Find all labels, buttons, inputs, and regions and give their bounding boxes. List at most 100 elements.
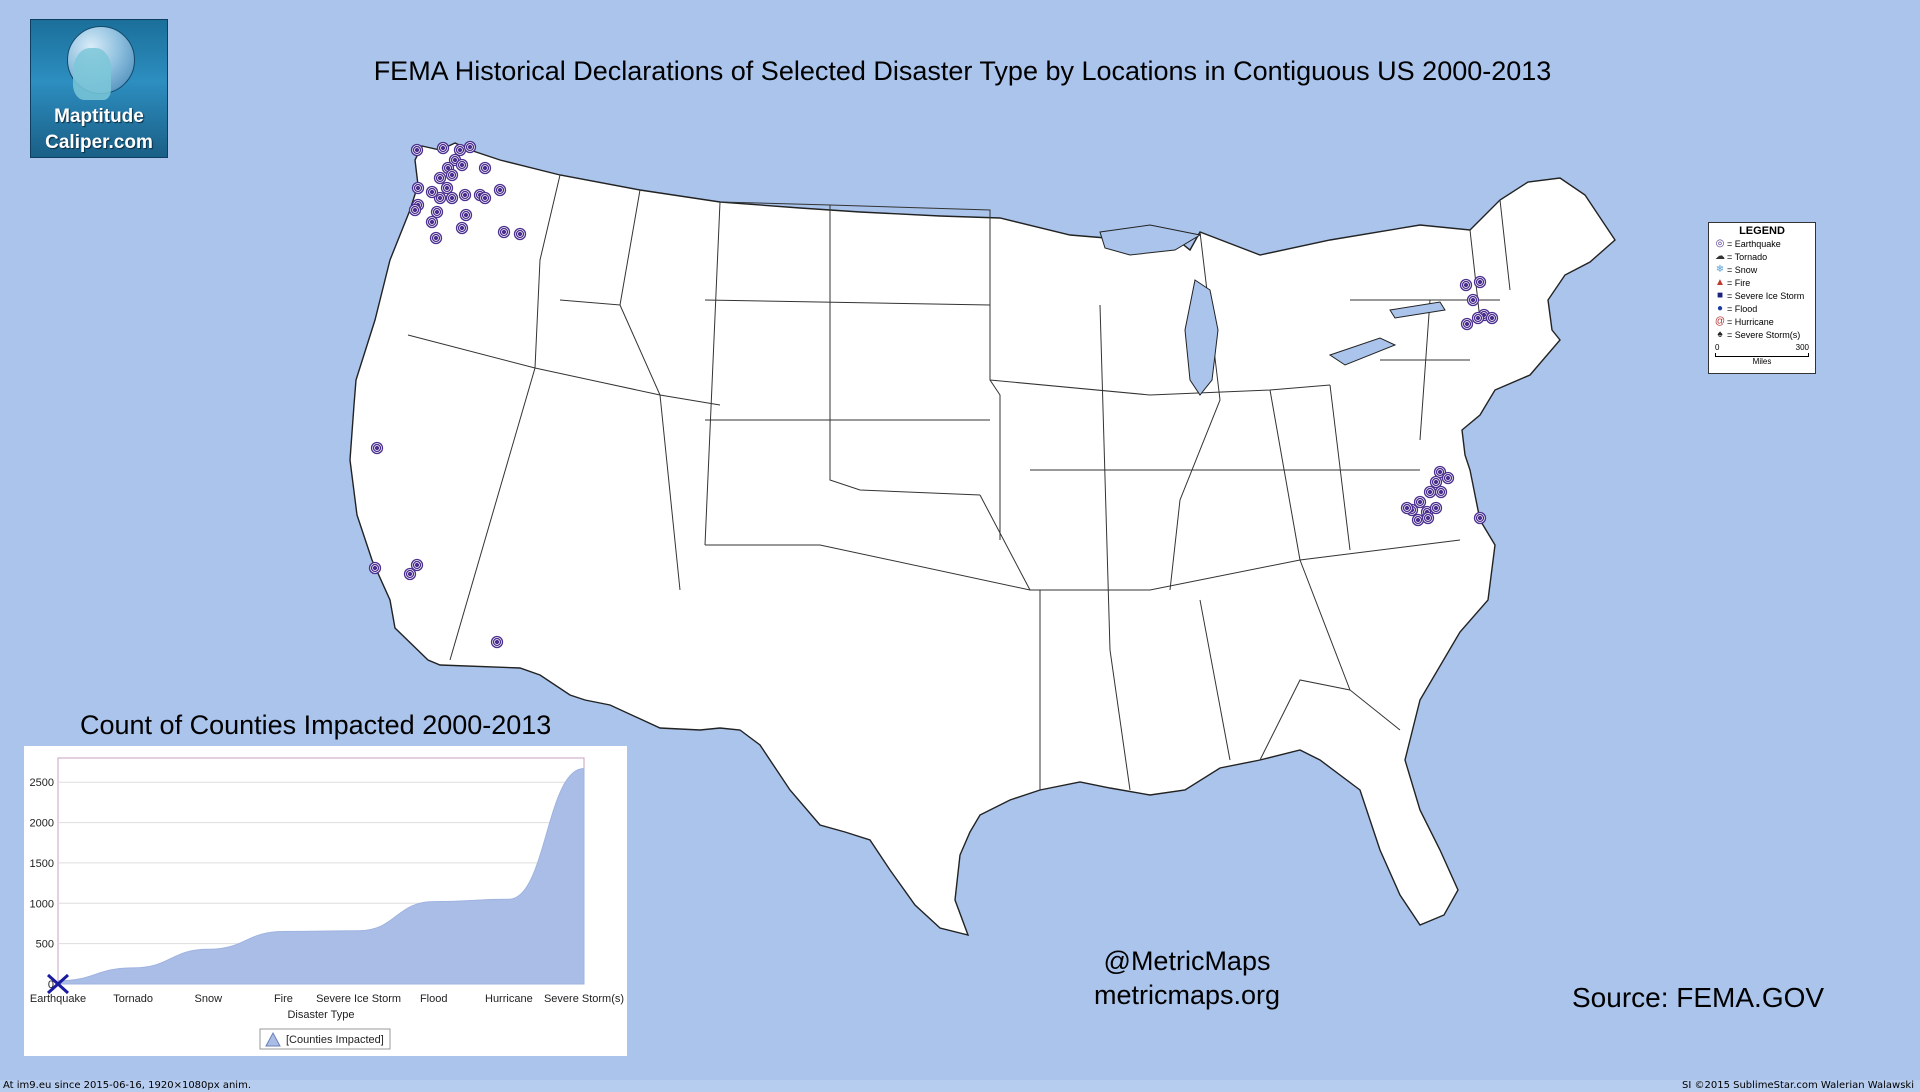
legend-symbol-icon: ■ <box>1716 290 1724 301</box>
earthquake-marker <box>1434 485 1448 499</box>
lake-michigan <box>1184 279 1219 396</box>
selection-x-icon <box>46 973 70 995</box>
scale-line <box>1715 353 1809 357</box>
scale-start: 0 <box>1715 343 1720 352</box>
earthquake-marker <box>408 203 422 217</box>
earthquake-marker <box>513 227 527 241</box>
earthquake-marker <box>445 191 459 205</box>
chart-legend-label: [Counties Impacted] <box>286 1034 384 1046</box>
legend-label: = Severe Storm(s) <box>1727 329 1801 340</box>
legend-symbol-icon: ☁ <box>1715 251 1725 262</box>
legend-items: ◎ = Earthquake ☁ = Tornado ❄ = Snow ▲ = Fire ■ = … <box>1709 237 1815 341</box>
earthquake-marker <box>1413 495 1427 509</box>
head-silhouette-icon <box>73 48 111 100</box>
legend-label: = Earthquake <box>1727 238 1781 249</box>
earthquake-marker <box>478 191 492 205</box>
earthquake-marker <box>1473 511 1487 525</box>
earthquake-marker <box>445 168 459 182</box>
maptitude-logo: Maptitude Caliper.com <box>30 19 168 158</box>
legend-label: = Flood <box>1727 303 1758 314</box>
area-series <box>57 767 585 985</box>
earthquake-marker <box>1460 317 1474 331</box>
legend-label: = Tornado <box>1727 251 1768 262</box>
earthquake-marker <box>1400 501 1414 515</box>
earthquake-marker <box>463 140 477 154</box>
legend-item: ♠ = Severe Storm(s) <box>1709 328 1815 341</box>
chart-panel: 0 500 1000 1500 2000 2500 Earthquake Tornado Sno… <box>24 746 627 1056</box>
earthquake-marker <box>459 208 473 222</box>
earthquake-marker <box>1433 465 1447 479</box>
y-tick-label: 2500 <box>30 777 54 789</box>
earthquake-marker <box>1421 511 1435 525</box>
earthquake-marker <box>1466 293 1480 307</box>
earthquake-marker <box>493 183 507 197</box>
legend-symbol-icon: ❄ <box>1715 264 1725 275</box>
legend-symbol-icon: ▲ <box>1715 277 1725 288</box>
legend-symbol-icon: @ <box>1714 316 1726 327</box>
legend-label: = Hurricane <box>1727 316 1774 327</box>
chart-title: Count of Counties Impacted 2000-2013 <box>80 710 552 740</box>
earthquake-marker <box>1441 471 1455 485</box>
earthquake-marker <box>433 171 447 185</box>
x-tick-label: Earthquake <box>30 993 86 1005</box>
earthquake-marker <box>1471 311 1485 325</box>
earthquake-marker <box>411 181 425 195</box>
earthquake-marker <box>455 221 469 235</box>
source-credit: Source: FEMA.GOV <box>1572 982 1825 1013</box>
website-url: metricmaps.org <box>1093 980 1281 1010</box>
earthquake-marker <box>453 143 467 157</box>
legend-label: = Severe Ice Storm <box>1727 290 1805 301</box>
earthquake-marker <box>425 215 439 229</box>
chart-legend-swatch <box>265 1031 281 1047</box>
legend-label: = Snow <box>1727 264 1758 275</box>
earthquake-marker <box>1473 275 1487 289</box>
y-tick-label: 1500 <box>30 858 54 870</box>
x-tick-label: Severe Storm(s) <box>544 993 624 1005</box>
x-tick-label: Tornado <box>113 993 153 1005</box>
y-tick-label: 2000 <box>30 818 54 830</box>
lake-erie <box>1328 337 1397 366</box>
footer-left: At im9.eu since 2015-06-16, 1920×1080px … <box>3 1080 252 1091</box>
earthquake-marker <box>410 558 424 572</box>
legend-symbol-icon: ● <box>1716 303 1724 314</box>
y-tick-label: 500 <box>36 939 54 951</box>
map-legend: LEGEND ◎ = Earthquake ☁ = Tornado ❄ = Snow ▲ = … <box>1708 222 1816 374</box>
lake-ontario <box>1389 301 1446 319</box>
x-axis-label: Disaster Type <box>287 1009 354 1021</box>
map-title: FEMA Historical Declarations of Selected… <box>373 56 1552 86</box>
earthquake-marker <box>433 191 447 205</box>
earthquake-marker <box>436 141 450 155</box>
earthquake-marker <box>429 231 443 245</box>
lake-superior <box>1099 224 1202 256</box>
legend-item: @ = Hurricane <box>1709 315 1815 328</box>
earthquake-marker <box>425 185 439 199</box>
y-tick-label: 0 <box>48 979 54 991</box>
legend-item: ◎ = Earthquake <box>1709 237 1815 250</box>
logo-line2: Caliper.com <box>45 132 153 153</box>
earthquake-marker <box>368 561 382 575</box>
y-tick-label: 1000 <box>30 898 54 910</box>
scale-end: 300 <box>1795 343 1809 352</box>
earthquake-marker <box>430 205 444 219</box>
earthquake-markers <box>368 140 1499 649</box>
legend-item: ■ = Severe Ice Storm <box>1709 289 1815 302</box>
earthquake-marker <box>1411 513 1425 527</box>
state-borders <box>407 174 1511 791</box>
scale-bar: 0 300 Miles <box>1715 343 1809 366</box>
earthquake-marker <box>370 441 384 455</box>
earthquake-marker <box>410 143 424 157</box>
earthquake-marker <box>478 161 492 175</box>
legend-item: ☁ = Tornado <box>1709 250 1815 263</box>
legend-symbol-icon: ♠ <box>1717 329 1723 340</box>
earthquake-marker <box>458 188 472 202</box>
x-tick-label: Snow <box>195 993 223 1005</box>
legend-item: ▲ = Fire <box>1709 276 1815 289</box>
earthquake-marker <box>1459 278 1473 292</box>
logo-line1: Maptitude <box>54 106 144 127</box>
earthquake-marker <box>497 225 511 239</box>
x-tick-label: Severe Ice Storm <box>316 993 401 1005</box>
legend-item: ● = Flood <box>1709 302 1815 315</box>
twitter-handle: @MetricMaps <box>1103 946 1271 976</box>
earthquake-marker <box>1423 485 1437 499</box>
